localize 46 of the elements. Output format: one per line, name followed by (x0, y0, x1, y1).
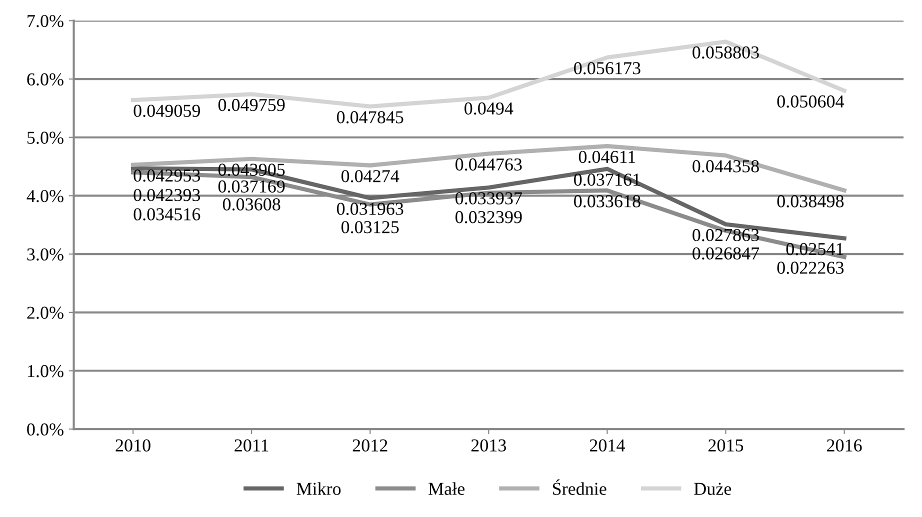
x-tick-label: 2010 (116, 439, 150, 452)
annotation: 0.038498 (777, 195, 844, 208)
legend-label: Mikro (296, 482, 341, 495)
y-tick-label: 5.0% (27, 132, 64, 144)
annotation: 0.04611 (578, 150, 636, 164)
annotation: 0.050604 (777, 95, 844, 108)
y-tick-label: 6.0% (27, 73, 64, 86)
annotation: 0.033937 (455, 192, 522, 205)
annotation: 0.03125 (341, 221, 399, 234)
annotation: 0.042953 (134, 169, 200, 182)
annotation: 0.02541 (786, 243, 844, 256)
annotation: 0.04274 (341, 170, 400, 182)
y-tick-label: 2.0% (27, 306, 64, 319)
annotation: 0.047845 (336, 111, 404, 124)
annotation: 0.037169 (218, 180, 285, 193)
x-tick-label: 2012 (352, 439, 388, 452)
annotation: 0.03608 (222, 198, 280, 211)
legend-label: Średnie (552, 479, 606, 495)
annotation: 0.044358 (692, 160, 759, 172)
annotation: 0.032399 (455, 211, 522, 224)
y-tick-label: 3.0% (27, 248, 64, 261)
annotation: 0.033618 (574, 195, 640, 208)
annotation: 0.022263 (777, 262, 844, 274)
x-tick-label: 2016 (827, 439, 862, 452)
annotation: 0.049759 (218, 98, 285, 112)
legend-label: Małe (428, 482, 464, 495)
y-tick-label: 4.0% (26, 190, 64, 202)
x-tick-label: 2015 (708, 439, 744, 452)
x-tick-label: 2014 (590, 439, 625, 452)
annotation: 0.056173 (574, 62, 640, 74)
annotation: 0.034516 (134, 208, 200, 220)
annotation: 0.0494 (464, 102, 514, 115)
y-tick-label: 1.0% (28, 365, 64, 378)
annotation: 0.026847 (692, 247, 760, 260)
x-tick-label: 2013 (471, 439, 506, 452)
annotation: 0.058803 (692, 46, 759, 59)
annotation: 0.031963 (336, 202, 404, 216)
annotation: 0.042393 (134, 188, 200, 202)
y-tick-label: 0.0% (27, 423, 64, 436)
annotation: 0.049059 (134, 104, 200, 117)
legend-label: Duże (694, 482, 732, 495)
x-tick-label: 2011 (234, 439, 268, 452)
annotation: 0.027863 (692, 229, 759, 242)
annotation: 0.044763 (455, 158, 522, 171)
annotation: 0.043905 (218, 164, 285, 176)
y-tick-label: 7.0% (28, 14, 64, 28)
